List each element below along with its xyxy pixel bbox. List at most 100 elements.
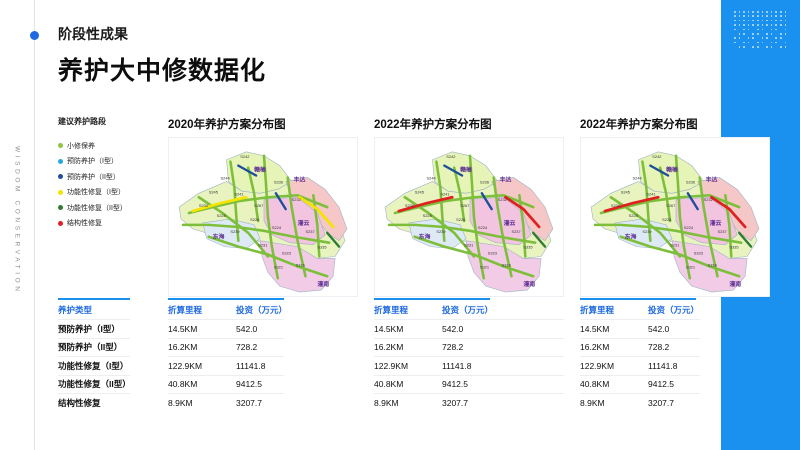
road-code-label: S245 <box>415 189 425 194</box>
preventive-road-segment <box>237 164 258 177</box>
table-row: 14.5KM 542.0 <box>374 320 564 339</box>
road-segment <box>181 223 331 244</box>
invest-cell: 542.0 <box>236 323 258 334</box>
road-code-label: S335 <box>317 245 327 250</box>
road-code-label: S228 <box>423 213 433 218</box>
invest-cell: 3207.7 <box>236 398 262 409</box>
place-label: 赣榆 <box>254 166 266 174</box>
road-code-label: S316 <box>708 262 718 267</box>
highlight-road-segment <box>603 195 660 213</box>
mileage-cell: 40.8KM <box>374 379 404 390</box>
place-label: 丰达 <box>706 175 718 183</box>
legend-item: 功能性修复（I型） <box>58 185 127 201</box>
table-3-header: 折算里程 投资（万元） <box>580 300 700 320</box>
table-row: 预防养护（I型） <box>58 320 130 339</box>
mileage-header: 折算里程 <box>580 304 615 315</box>
road-code-label: S241 <box>234 191 243 196</box>
mileage-cell: 8.9KM <box>168 398 193 409</box>
legend-swatch-icon <box>58 174 63 180</box>
legend-item: 小修保养 <box>58 138 127 154</box>
road-segment <box>619 235 741 278</box>
functional-road-segment <box>532 231 547 248</box>
invest-cell: 542.0 <box>648 323 670 334</box>
table-row: 122.9KM 11141.8 <box>168 357 284 376</box>
invest-header: 投资（万元） <box>648 304 700 315</box>
place-label: 灌云 <box>710 219 722 227</box>
road-code-label: S239 <box>436 229 445 234</box>
left-divider-line <box>34 0 35 450</box>
functional-road-segment <box>326 231 341 248</box>
road-code-label: S267 <box>460 203 469 208</box>
road-code-label: S321 <box>686 264 695 269</box>
road-code-label: S228 <box>629 213 639 218</box>
road-code-label: S230 <box>199 203 209 208</box>
type-header-row: 养护类型 <box>58 300 130 320</box>
road-code-label: S245 <box>621 189 631 194</box>
road-code-label: S244 <box>221 175 231 180</box>
road-code-label: S244 <box>633 175 643 180</box>
invest-cell: 728.2 <box>648 342 670 353</box>
highlight-road-segment <box>298 195 335 229</box>
preventive-road-segment <box>480 192 493 211</box>
type-column-accent <box>58 298 130 300</box>
functional-road-segment <box>738 231 753 248</box>
place-label: 丰达 <box>500 175 512 183</box>
road-segment <box>698 176 719 278</box>
road-segment <box>286 176 307 278</box>
place-label: 赣榆 <box>460 166 472 174</box>
table-2-header: 折算里程 投资（万元） <box>374 300 564 320</box>
mileage-header: 折算里程 <box>374 304 409 315</box>
section-bullet-dot <box>30 31 39 40</box>
table-row: 16.2KM 728.2 <box>374 339 564 357</box>
road-code-label: S226 <box>456 217 466 222</box>
table-row: 40.8KM 9412.5 <box>374 376 564 394</box>
road-map-2[interactable]: S242 S244 S245 S241 S267 S236 S232 S230 S228 S226… <box>374 137 564 297</box>
road-segment <box>246 166 260 223</box>
table-row: 14.5KM 542.0 <box>168 320 284 339</box>
table-row: 功能性修复（I型） <box>58 357 130 376</box>
road-code-label: S241 <box>440 191 449 196</box>
legend-label: 功能性修复（I型） <box>67 189 125 197</box>
page-title: 养护大中修数据化 <box>58 57 267 85</box>
mileage-cell: 40.8KM <box>168 379 198 390</box>
road-segment <box>518 193 527 258</box>
road-code-label: S323 <box>282 251 292 256</box>
road-segment <box>452 166 466 223</box>
dot-grid-decoration <box>734 11 788 49</box>
type-column: 养护类型 预防养护（I型） 预防养护（II型） 功能性修复（I型） 功能性修复（II型… <box>58 298 131 413</box>
legend-label: 功能性修复（II型） <box>67 204 127 212</box>
invest-cell: 3207.7 <box>648 398 674 409</box>
invest-cell: 728.2 <box>442 342 464 353</box>
road-code-label: S267 <box>666 203 675 208</box>
legend-item: 预防养护（II型） <box>58 169 127 185</box>
road-code-label: S224 <box>478 225 488 230</box>
invest-cell: 11141.8 <box>236 360 266 371</box>
highlight-road-segment <box>397 195 454 213</box>
mileage-cell: 122.9KM <box>580 360 615 371</box>
legend-item: 结构性修复 <box>58 216 127 232</box>
road-segment <box>393 193 535 215</box>
data-table-3: 折算里程 投资（万元） 14.5KM 542.0 16.2KM 728.2 122.9K… <box>580 298 700 413</box>
legend-item: 功能性修复（II型） <box>58 200 127 216</box>
mileage-cell: 40.8KM <box>580 379 610 390</box>
table-row: 功能性修复（II型） <box>58 376 131 394</box>
legend-label: 预防养护（I型） <box>67 158 118 166</box>
road-code-label: S237 <box>305 229 314 234</box>
table-row: 16.2KM 728.2 <box>580 339 700 357</box>
road-map-3[interactable]: S242 S244 S245 S241 S267 S236 S232 S230 S228 S226… <box>580 137 770 297</box>
road-segment <box>387 223 537 244</box>
highlight-road-segment <box>191 195 248 213</box>
table-2-accent <box>374 298 490 300</box>
type-cell: 功能性修复（I型） <box>58 360 129 371</box>
road-code-label: S335 <box>729 245 739 250</box>
road-code-label: S237 <box>511 229 520 234</box>
type-cell: 预防养护（II型） <box>58 342 123 353</box>
mileage-cell: 14.5KM <box>168 323 198 334</box>
mileage-cell: 16.2KM <box>374 342 404 353</box>
road-segment <box>187 193 329 215</box>
legend-swatch-icon <box>58 205 63 211</box>
road-code-label: S230 <box>405 203 415 208</box>
preventive-road-segment <box>274 192 287 211</box>
mileage-cell: 14.5KM <box>374 323 404 334</box>
road-map-1[interactable]: S242 S244 S245 S241 S267 S236 S232 S230 S228 S226… <box>168 137 358 297</box>
